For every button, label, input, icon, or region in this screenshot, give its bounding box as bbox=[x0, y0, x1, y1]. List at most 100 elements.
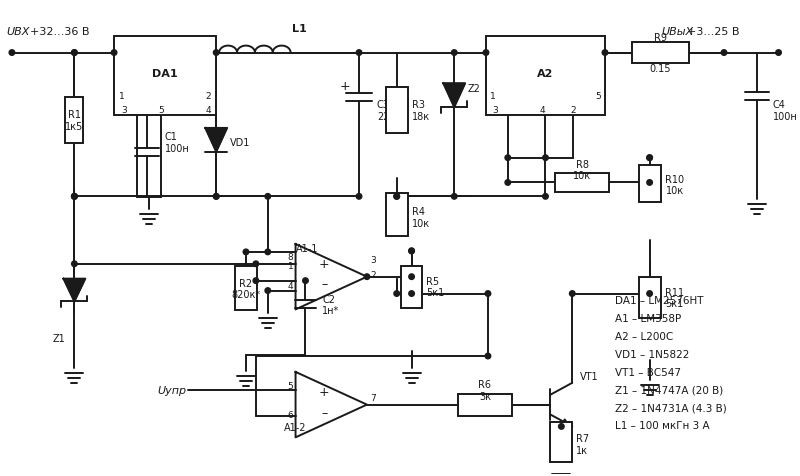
Text: DA1 – LM2576НТ: DA1 – LM2576НТ bbox=[615, 296, 703, 306]
Circle shape bbox=[505, 156, 510, 161]
Circle shape bbox=[72, 194, 77, 200]
Text: +: + bbox=[319, 386, 330, 398]
Text: +: + bbox=[340, 79, 350, 92]
Circle shape bbox=[542, 194, 548, 200]
Text: R3
18к: R3 18к bbox=[411, 100, 430, 121]
Bar bbox=[486, 37, 605, 116]
Text: R6
3к: R6 3к bbox=[478, 379, 491, 401]
Text: Uупр: Uупр bbox=[158, 385, 186, 395]
Circle shape bbox=[505, 180, 510, 186]
Text: C3
220мк: C3 220мк bbox=[377, 100, 409, 121]
Text: 2: 2 bbox=[206, 91, 211, 100]
Text: R5
5к1: R5 5к1 bbox=[426, 276, 445, 298]
Text: Z1: Z1 bbox=[52, 334, 65, 344]
Bar bbox=[235, 266, 257, 311]
Text: R9: R9 bbox=[654, 32, 667, 42]
Text: +32...36 В: +32...36 В bbox=[30, 27, 90, 37]
Circle shape bbox=[72, 50, 77, 56]
Circle shape bbox=[111, 50, 117, 56]
Text: 7: 7 bbox=[370, 393, 376, 402]
Circle shape bbox=[394, 194, 399, 200]
Circle shape bbox=[302, 278, 308, 284]
Text: VT1: VT1 bbox=[580, 371, 599, 381]
Text: +: + bbox=[319, 258, 330, 271]
Text: +3...25 В: +3...25 В bbox=[687, 27, 740, 37]
Text: 1: 1 bbox=[288, 262, 294, 271]
Bar bbox=[638, 165, 661, 203]
Text: –: – bbox=[321, 278, 327, 290]
Polygon shape bbox=[63, 279, 86, 302]
Text: A2 – L200C: A2 – L200C bbox=[615, 331, 673, 341]
Text: 3: 3 bbox=[370, 256, 376, 265]
Circle shape bbox=[485, 291, 490, 297]
Circle shape bbox=[72, 50, 77, 56]
Circle shape bbox=[214, 194, 219, 200]
Text: 0.15: 0.15 bbox=[650, 64, 671, 74]
Circle shape bbox=[364, 274, 370, 280]
Bar bbox=[114, 37, 216, 116]
Text: 8: 8 bbox=[288, 253, 294, 262]
Circle shape bbox=[394, 194, 399, 200]
Text: 3: 3 bbox=[121, 105, 126, 114]
Text: 3: 3 bbox=[492, 105, 498, 114]
Polygon shape bbox=[206, 129, 227, 152]
Circle shape bbox=[243, 249, 249, 255]
Circle shape bbox=[253, 261, 258, 267]
Bar bbox=[401, 266, 422, 309]
Bar bbox=[458, 394, 512, 416]
Circle shape bbox=[72, 261, 77, 267]
Circle shape bbox=[394, 291, 399, 297]
Text: VD1: VD1 bbox=[230, 138, 250, 148]
Bar bbox=[638, 277, 661, 318]
Text: C1
100н: C1 100н bbox=[165, 132, 190, 153]
Bar bbox=[555, 173, 609, 193]
Circle shape bbox=[647, 180, 652, 186]
Text: C4
100н: C4 100н bbox=[773, 100, 798, 121]
Circle shape bbox=[542, 156, 548, 161]
Circle shape bbox=[570, 291, 575, 297]
Circle shape bbox=[409, 274, 414, 280]
Circle shape bbox=[451, 50, 457, 56]
Circle shape bbox=[214, 194, 219, 200]
Text: L1: L1 bbox=[292, 24, 307, 34]
Circle shape bbox=[485, 354, 490, 359]
Circle shape bbox=[214, 50, 219, 56]
Circle shape bbox=[265, 194, 270, 200]
Text: 5: 5 bbox=[595, 91, 601, 100]
Text: UВыХ: UВыХ bbox=[662, 27, 694, 37]
Text: A2: A2 bbox=[538, 69, 554, 79]
Text: 5: 5 bbox=[158, 105, 163, 114]
Circle shape bbox=[265, 288, 270, 294]
Text: R1
1к5: R1 1к5 bbox=[66, 110, 83, 131]
Text: R7
1к: R7 1к bbox=[576, 434, 590, 455]
Circle shape bbox=[647, 291, 652, 297]
Text: VD1 – 1N5822: VD1 – 1N5822 bbox=[615, 349, 690, 359]
Circle shape bbox=[722, 50, 726, 56]
Text: R10
10к: R10 10к bbox=[666, 174, 685, 196]
Circle shape bbox=[451, 194, 457, 200]
Bar bbox=[386, 194, 408, 237]
Text: Z2 – 1N4731A (4.3 В): Z2 – 1N4731A (4.3 В) bbox=[615, 403, 726, 413]
Circle shape bbox=[72, 194, 77, 200]
Text: Z1 – 1N4747A (20 В): Z1 – 1N4747A (20 В) bbox=[615, 385, 723, 395]
Circle shape bbox=[647, 156, 652, 161]
Bar bbox=[66, 98, 83, 143]
Text: –: – bbox=[321, 406, 327, 419]
Text: VT1 – BC547: VT1 – BC547 bbox=[615, 367, 681, 377]
Text: UВХ: UВХ bbox=[6, 27, 30, 37]
Text: R4
10к: R4 10к bbox=[411, 207, 430, 228]
Text: R8
10к: R8 10к bbox=[573, 159, 591, 181]
Text: 2: 2 bbox=[570, 105, 576, 114]
Text: 6: 6 bbox=[288, 410, 294, 419]
Circle shape bbox=[602, 50, 608, 56]
Text: L1 – 100 мкГн 3 A: L1 – 100 мкГн 3 A bbox=[615, 421, 710, 430]
Text: 4: 4 bbox=[206, 105, 211, 114]
Text: R11
5к1: R11 5к1 bbox=[666, 287, 685, 308]
Circle shape bbox=[409, 248, 414, 254]
Circle shape bbox=[483, 50, 489, 56]
Text: 4: 4 bbox=[288, 281, 294, 290]
Circle shape bbox=[776, 50, 782, 56]
Circle shape bbox=[265, 249, 270, 255]
Text: DA1: DA1 bbox=[152, 69, 178, 79]
Text: Z2: Z2 bbox=[467, 84, 480, 94]
